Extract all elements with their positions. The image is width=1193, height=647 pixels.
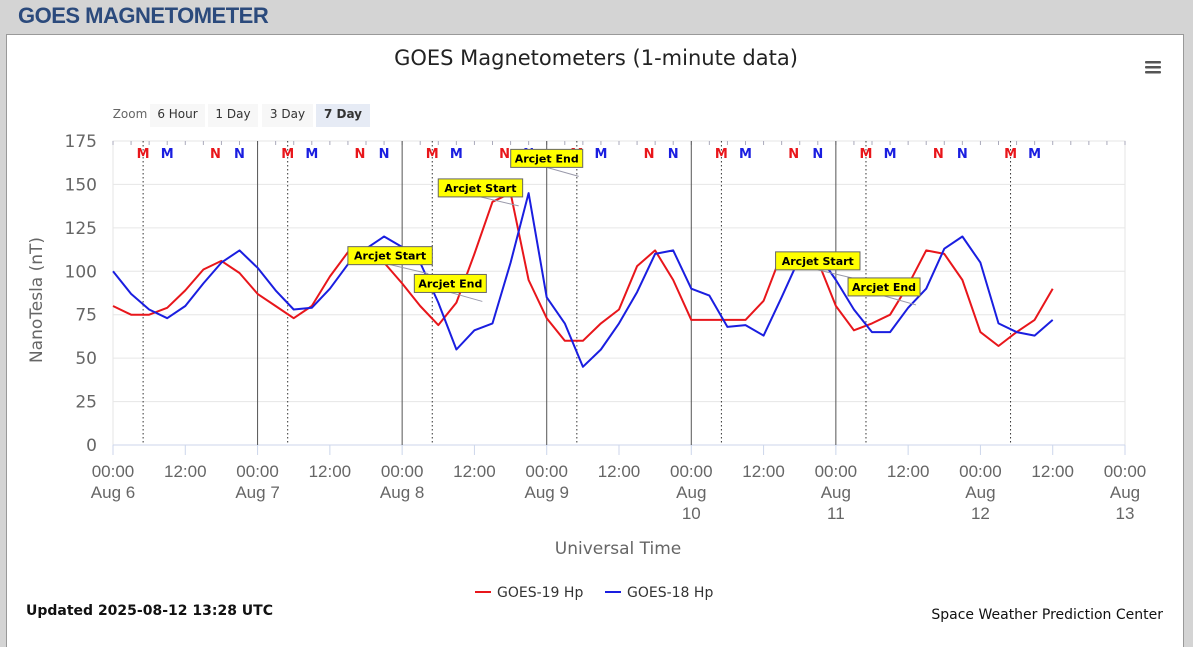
y-tick-label: 25: [75, 393, 97, 413]
x-tick-label: 12:00: [886, 462, 930, 481]
annotation-text: Arcjet Start: [782, 255, 854, 268]
event-marker: N: [812, 147, 823, 162]
event-marker: N: [668, 147, 679, 162]
zoom-label: Zoom: [112, 107, 148, 121]
x-axis-label: Universal Time: [555, 539, 681, 559]
y-tick-label: 0: [86, 436, 97, 456]
y-tick-label: 175: [65, 132, 97, 152]
zoom-button[interactable]: 7 Day: [316, 104, 370, 127]
annotation-text: Arcjet Start: [444, 182, 516, 195]
annotation-text: Arcjet Start: [354, 250, 426, 263]
credit: Space Weather Prediction Center: [931, 607, 1163, 623]
event-marker: N: [644, 147, 655, 162]
annotation: Arcjet End: [510, 148, 584, 177]
x-tick-label: 12:00: [164, 462, 207, 481]
series-line: [112, 192, 1054, 368]
x-tick-label: 12:00: [597, 462, 641, 481]
zoom-button[interactable]: 3 Day: [262, 104, 313, 127]
annotation-pointer: [883, 295, 917, 306]
annotation-box: [437, 178, 524, 198]
annotation-pointer: [817, 269, 857, 280]
x-tick-label: 00:00 Aug 7: [235, 462, 280, 502]
zoom-button[interactable]: 1 Day: [208, 104, 258, 127]
page-title: GOES MAGNETOMETER: [18, 3, 269, 28]
x-tick-label: 00:00 Aug 13: [1103, 462, 1147, 523]
annotation-pointer: [480, 196, 519, 207]
event-marker: M: [739, 147, 752, 162]
x-tick-label: 12:00: [1031, 462, 1074, 481]
event-marker: M: [161, 147, 174, 162]
y-tick-label: 125: [65, 219, 97, 239]
annotation-pointer: [389, 264, 429, 275]
legend-label: GOES-19 Hp: [497, 585, 583, 601]
event-marker: M: [281, 147, 294, 162]
annotation: Arcjet Start: [775, 251, 861, 280]
x-tick-label: 00:00 Aug 8: [379, 462, 425, 502]
updated-note: Updated 2025-08-12 13:28 UTC: [26, 603, 273, 619]
x-tick-label: 00:00 Aug 6: [90, 462, 136, 502]
annotation: Arcjet Start: [437, 178, 524, 207]
event-marker: N: [933, 147, 944, 162]
event-marker: M: [450, 147, 463, 162]
x-tick-label: 00:00 Aug 12: [959, 462, 1002, 523]
event-marker: N: [788, 147, 799, 162]
y-tick-label: 150: [65, 175, 97, 195]
event-marker: M: [860, 147, 873, 162]
x-tick-label: 12:00: [742, 462, 785, 481]
event-marker: M: [1004, 147, 1017, 162]
x-tick-label: 12:00: [453, 462, 496, 481]
event-marker: M: [137, 147, 150, 162]
annotation-box: [775, 251, 861, 271]
x-tick-label: 12:00: [308, 462, 352, 481]
event-marker: N: [210, 147, 221, 162]
annotation-text: Arcjet End: [515, 152, 579, 165]
series-line: [112, 192, 1054, 347]
annotation-box: [510, 148, 584, 168]
annotation: Arcjet End: [413, 273, 487, 302]
y-tick-label: 100: [65, 262, 97, 282]
event-marker: N: [355, 147, 366, 162]
event-marker: M: [594, 147, 607, 162]
annotation-box: [347, 246, 433, 266]
annotation: Arcjet End: [847, 277, 921, 306]
plot-area: [112, 140, 1126, 446]
x-tick-label: 00:00 Aug 10: [670, 462, 713, 523]
event-marker: M: [305, 147, 318, 162]
y-tick-label: 50: [75, 349, 97, 369]
y-axis-label: NanoTesla (nT): [27, 237, 47, 363]
event-marker: M: [715, 147, 728, 162]
event-marker: N: [499, 147, 510, 162]
annotation-pointer: [450, 291, 483, 302]
legend-label: GOES-18 Hp: [627, 585, 713, 601]
event-marker: N: [379, 147, 390, 162]
event-marker: N: [234, 147, 245, 162]
x-tick-label: 00:00 Aug 9: [524, 462, 569, 502]
event-marker: N: [957, 147, 968, 162]
chart-container: [6, 34, 1184, 647]
event-marker: M: [426, 147, 439, 162]
annotation-box: [413, 273, 487, 293]
y-tick-label: 75: [75, 306, 97, 326]
event-marker: M: [1028, 147, 1041, 162]
annotation-text: Arcjet End: [418, 277, 482, 290]
annotation-text: Arcjet End: [852, 281, 916, 294]
event-marker: M: [884, 147, 897, 162]
annotation-box: [847, 277, 921, 297]
chart-title: GOES Magnetometers (1-minute data): [394, 46, 798, 70]
x-tick-label: 00:00 Aug 11: [814, 462, 858, 523]
zoom-button[interactable]: 6 Hour: [150, 104, 205, 127]
annotation-pointer: [546, 166, 579, 177]
annotation: Arcjet Start: [347, 246, 433, 275]
menu-icon[interactable]: [1145, 61, 1161, 74]
